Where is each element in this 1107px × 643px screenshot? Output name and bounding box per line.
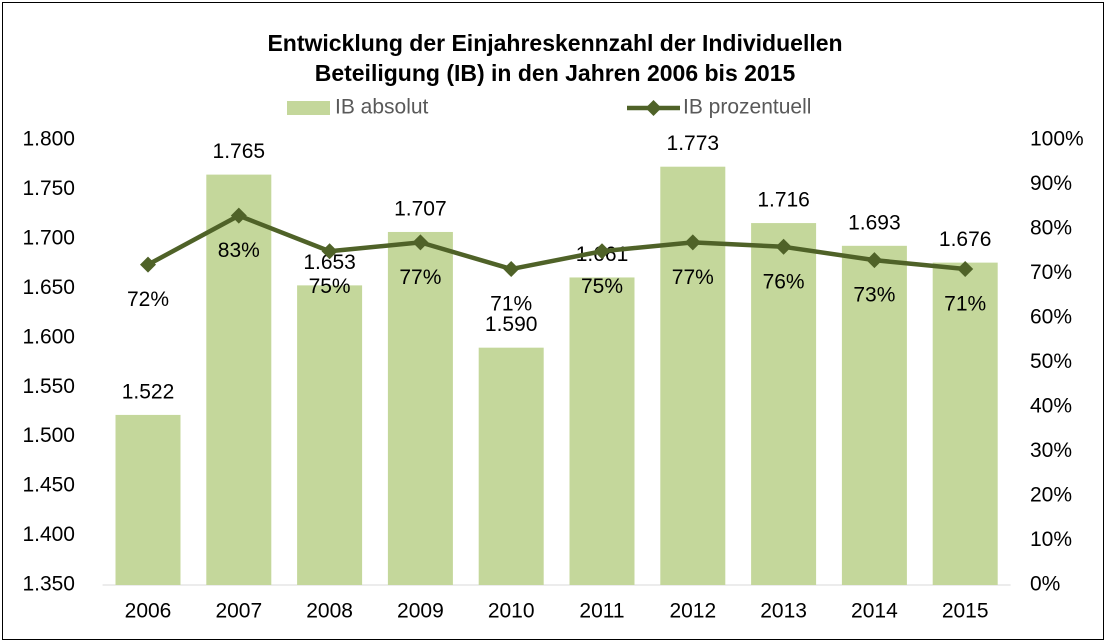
- bar: [297, 285, 363, 585]
- y-tick-label: 1.600: [22, 325, 75, 348]
- x-tick-label: 2012: [669, 600, 716, 623]
- y-tick-label: 1.350: [22, 573, 75, 596]
- line-marker: [412, 234, 429, 251]
- line-label: 76%: [763, 270, 805, 293]
- y-tick-label: 1.800: [22, 128, 75, 151]
- line-label: 71%: [944, 293, 986, 316]
- line-marker: [503, 261, 520, 278]
- x-tick-label: 2011: [579, 600, 624, 623]
- y-tick-label: 1.700: [22, 226, 75, 249]
- line-marker: [140, 256, 156, 273]
- x-tick-label: 2010: [488, 600, 535, 623]
- line-label: 71%: [490, 293, 532, 316]
- x-tick-label: 2014: [851, 600, 898, 623]
- line-label: 75%: [581, 275, 623, 298]
- line-label: 77%: [399, 266, 441, 289]
- y2-tick-label: 30%: [1030, 439, 1072, 462]
- legend-swatch: [287, 101, 330, 115]
- legend-label: IB prozentuell: [683, 96, 811, 119]
- line-marker: [775, 238, 792, 255]
- legend-marker: [645, 100, 662, 116]
- line-label: 83%: [218, 239, 260, 262]
- bar: [751, 223, 817, 586]
- y2-tick-label: 40%: [1030, 395, 1072, 418]
- y2-tick-label: 90%: [1030, 172, 1072, 195]
- bar: [115, 414, 181, 585]
- y-tick-label: 1.750: [22, 177, 75, 200]
- bar-label: 1.693: [848, 211, 901, 234]
- bar-label: 1.716: [757, 189, 810, 212]
- line-marker: [230, 207, 247, 224]
- y2-tick-label: 60%: [1030, 306, 1072, 329]
- y-tick-label: 1.400: [22, 523, 75, 546]
- line: [146, 213, 966, 272]
- y2-tick-label: 100%: [1030, 128, 1084, 151]
- line-marker: [594, 243, 610, 260]
- bar-label: 1.590: [485, 313, 538, 336]
- line-marker: [684, 234, 701, 251]
- x-tick-label: 2009: [397, 600, 444, 623]
- y2-tick-label: 50%: [1030, 350, 1072, 373]
- y-tick-label: 1.550: [22, 375, 75, 398]
- y2-tick-label: 0%: [1030, 573, 1060, 596]
- bar-label: 1.773: [667, 132, 720, 155]
- bar: [569, 277, 635, 585]
- y2-tick-label: 70%: [1030, 261, 1072, 284]
- chart-title: Entwicklung der Einjahreskennzahl der In…: [267, 30, 842, 56]
- x-tick-label: 2013: [760, 600, 807, 623]
- bar: [660, 166, 726, 585]
- y-tick-label: 1.450: [22, 474, 75, 497]
- legend-label: IB absolut: [335, 96, 429, 119]
- line-label: 75%: [309, 275, 351, 298]
- bar-label: 1.653: [303, 251, 356, 274]
- chart-subtitle: Beteiligung (IB) in den Jahren 2006 bis …: [315, 60, 796, 86]
- line-marker: [321, 243, 338, 260]
- y2-tick-label: 20%: [1030, 484, 1072, 507]
- line-label: 77%: [672, 266, 714, 289]
- y2-tick-label: 80%: [1030, 217, 1072, 240]
- bar: [932, 262, 998, 585]
- line-label: 73%: [853, 284, 895, 307]
- bar-label: 1.522: [122, 380, 175, 403]
- x-tick-label: 2006: [125, 600, 172, 623]
- y2-tick-label: 10%: [1030, 528, 1072, 551]
- line-label: 72%: [127, 288, 169, 311]
- bar-label: 1.676: [939, 228, 992, 251]
- line-marker: [957, 261, 974, 278]
- x-tick-label: 2015: [942, 600, 989, 623]
- bar: [841, 245, 907, 586]
- bar-label: 1.707: [394, 198, 447, 221]
- x-tick-label: 2007: [215, 600, 262, 623]
- line-marker: [866, 252, 883, 269]
- bar: [387, 231, 453, 585]
- bar: [206, 174, 272, 585]
- y-tick-label: 1.650: [22, 276, 75, 299]
- x-tick-label: 2008: [306, 600, 353, 623]
- y-tick-label: 1.500: [22, 424, 75, 447]
- bar-label: 1.765: [213, 140, 266, 163]
- bar: [478, 347, 544, 585]
